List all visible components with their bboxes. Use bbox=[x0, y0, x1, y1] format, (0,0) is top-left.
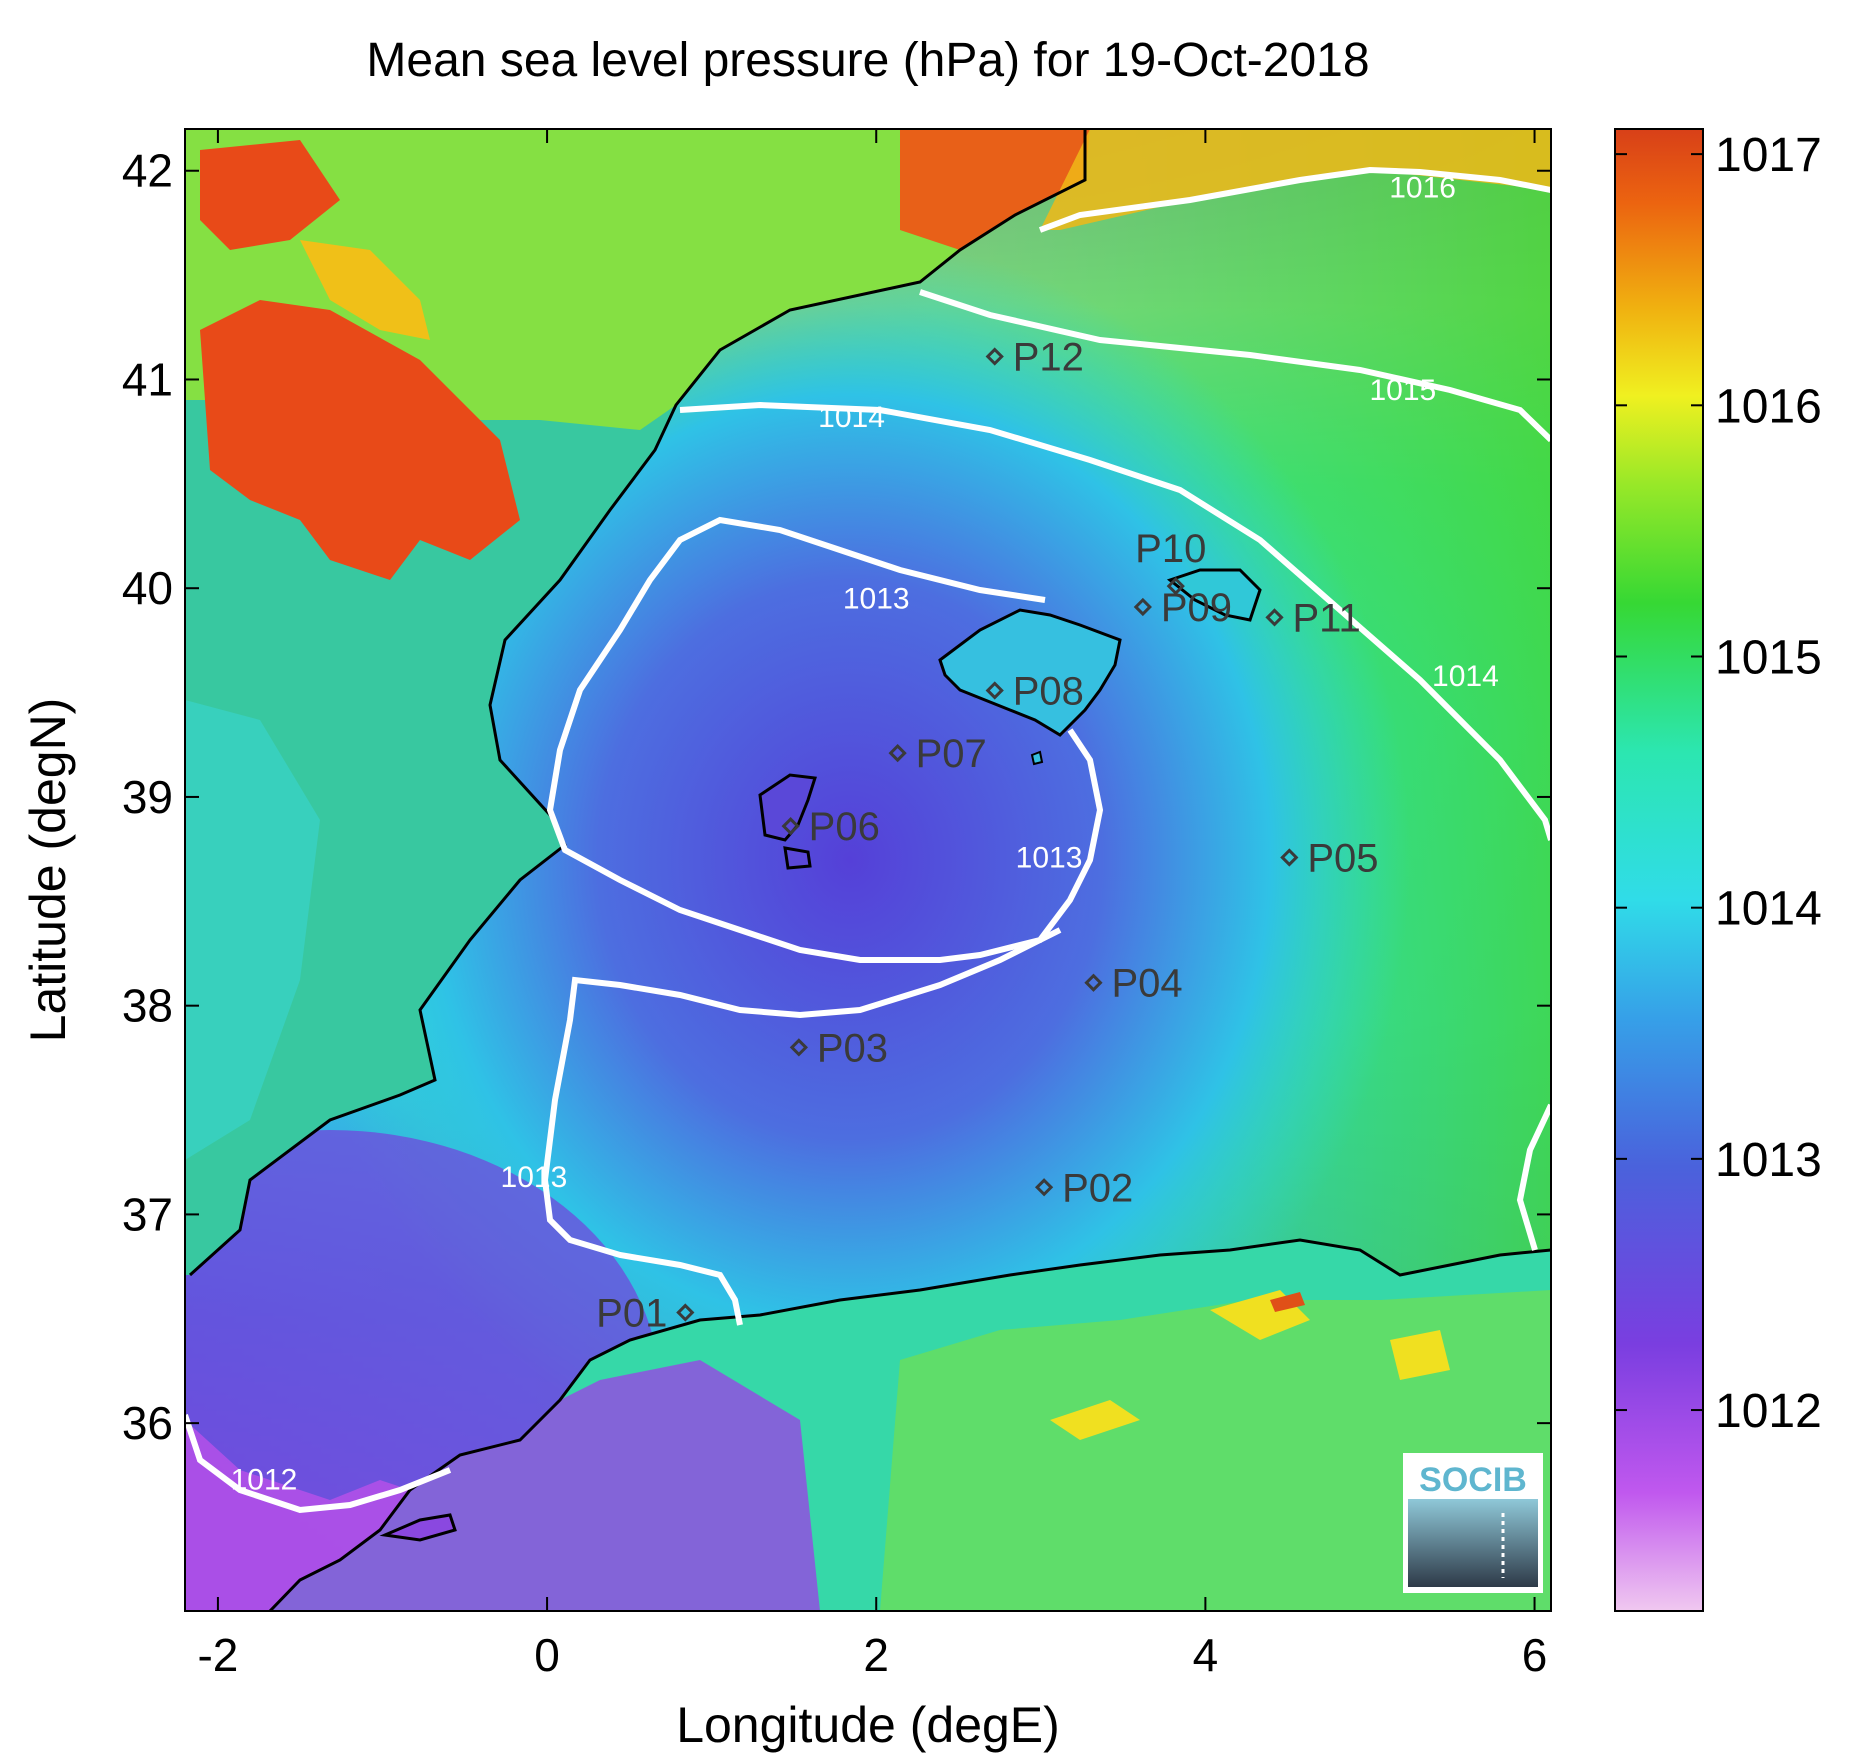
isobar-label: 1014 bbox=[818, 401, 885, 434]
station-marker-p04 bbox=[1084, 973, 1103, 992]
colorbar-tick-label: 1014 bbox=[1715, 883, 1822, 936]
isobar-label: 1015 bbox=[1370, 374, 1437, 407]
colorbar-tick-label: 1016 bbox=[1715, 380, 1822, 433]
station-label-p09: P09 bbox=[1161, 586, 1232, 630]
figure-title: Mean sea level pressure (hPa) for 19-Oct… bbox=[366, 34, 1369, 87]
isobar-1012 bbox=[185, 1414, 452, 1514]
isobar-label: 1013 bbox=[501, 1161, 568, 1194]
africa-coastline bbox=[268, 1238, 1551, 1611]
station-label-p11: P11 bbox=[1293, 596, 1361, 640]
station-label-p05: P05 bbox=[1307, 836, 1378, 880]
station-marker-p05 bbox=[1280, 848, 1299, 867]
y-tick-label: 39 bbox=[122, 771, 173, 823]
station-marker-p10 bbox=[1166, 577, 1185, 596]
isobar-1014 bbox=[679, 401, 1551, 841]
x-tick-label: -2 bbox=[197, 1629, 238, 1681]
isobar-1013-south bbox=[541, 927, 1062, 1326]
isobar-label: 1012 bbox=[231, 1463, 298, 1496]
y-axis-ticks: 36 37 38 39 40 41 42 bbox=[122, 145, 1551, 1449]
y-tick-label: 42 bbox=[122, 145, 173, 197]
africa-relief-red bbox=[1270, 1292, 1305, 1312]
station-label-p02: P02 bbox=[1062, 1166, 1133, 1210]
iberia-high-terrain-3 bbox=[300, 240, 430, 340]
mallorca-island bbox=[938, 608, 1122, 737]
formentera-island bbox=[783, 846, 812, 870]
y-tick-label: 37 bbox=[122, 1188, 173, 1240]
colorbar-gradient bbox=[1614, 128, 1704, 1612]
y-tick-label: 38 bbox=[122, 980, 173, 1032]
map-frame bbox=[184, 128, 1552, 1612]
isobar-label: 1013 bbox=[843, 583, 910, 616]
x-tick-label: 0 bbox=[534, 1629, 560, 1681]
station-markers: P01 P02 P03 P04 P05 P06 P07 P08 P09 P10 P11 P12 bbox=[596, 336, 1378, 1336]
iberia-coastline bbox=[188, 129, 1087, 1277]
contour-labels: 1016 1015 1014 1014 1013 1013 1013 1012 bbox=[231, 171, 1499, 1496]
station-label-p08: P08 bbox=[1013, 669, 1084, 713]
africa-west-low bbox=[270, 1360, 820, 1611]
x-tick-label: 4 bbox=[1193, 1629, 1219, 1681]
station-marker-p01 bbox=[676, 1303, 695, 1322]
isobar-1015 bbox=[919, 289, 1551, 443]
socib-logo-panel bbox=[1408, 1499, 1538, 1587]
station-marker-p07 bbox=[888, 743, 907, 763]
y-tick-label: 40 bbox=[122, 562, 173, 614]
iberia-northeast-high bbox=[900, 129, 1090, 250]
station-label-p07: P07 bbox=[916, 732, 987, 776]
colorbar-tick-label: 1017 bbox=[1715, 129, 1822, 182]
colorbar: 1012 1013 1014 1015 1016 1017 bbox=[1614, 128, 1822, 1612]
x-tick-label: 2 bbox=[863, 1629, 889, 1681]
station-marker-p09 bbox=[1133, 597, 1152, 617]
station-label-p03: P03 bbox=[817, 1026, 888, 1070]
southwest-sea-low bbox=[185, 1420, 410, 1611]
station-marker-p12 bbox=[985, 347, 1004, 366]
colorbar-tick-label: 1015 bbox=[1715, 631, 1822, 684]
iberia-high-terrain-1 bbox=[200, 140, 340, 250]
isobar-label: 1013 bbox=[1016, 841, 1083, 874]
y-axis-label: Latitude (degN) bbox=[20, 698, 76, 1043]
x-axis-label: Longitude (degE) bbox=[676, 1697, 1060, 1753]
colorbar-tick-label: 1013 bbox=[1715, 1134, 1822, 1187]
station-marker-p03 bbox=[789, 1038, 808, 1057]
y-tick-label: 36 bbox=[122, 1397, 173, 1449]
socib-logo: SOCIB bbox=[1403, 1453, 1543, 1593]
ibiza-island bbox=[758, 773, 817, 842]
africa-east-relief bbox=[880, 1290, 1551, 1611]
menorca-island bbox=[1166, 568, 1262, 622]
africa-relief-yellow bbox=[1050, 1290, 1450, 1440]
station-label-p04: P04 bbox=[1111, 962, 1182, 1006]
iberia-high-terrain-2 bbox=[200, 300, 520, 580]
station-marker-p08 bbox=[985, 681, 1004, 700]
isobar-label: 1014 bbox=[1432, 660, 1499, 693]
station-marker-p06 bbox=[781, 817, 800, 836]
isobar-1016 bbox=[1038, 166, 1551, 233]
station-marker-p02 bbox=[1034, 1178, 1054, 1197]
y-tick-label: 41 bbox=[122, 353, 173, 405]
isobar-label: 1016 bbox=[1389, 171, 1456, 204]
station-label-p06: P06 bbox=[809, 805, 880, 849]
station-label-p01: P01 bbox=[596, 1292, 667, 1336]
socib-logo-text: SOCIB bbox=[1419, 1461, 1527, 1499]
x-axis-ticks: -2 0 2 4 6 bbox=[197, 129, 1547, 1681]
alboran-island bbox=[379, 1513, 457, 1542]
colorbar-tick-label: 1012 bbox=[1715, 1385, 1822, 1438]
colorbar-ticks: 1012 1013 1014 1015 1016 1017 bbox=[1615, 129, 1822, 1438]
iberia-south-relief bbox=[185, 700, 320, 1160]
isobar-1013-loop bbox=[546, 516, 1104, 963]
isobar-1013-east bbox=[1516, 1103, 1551, 1251]
x-tick-label: 6 bbox=[1522, 1629, 1548, 1681]
cabrera-island bbox=[1030, 750, 1044, 766]
station-marker-p11 bbox=[1265, 608, 1284, 627]
iberia-north-relief bbox=[185, 129, 1090, 430]
station-label-p10: P10 bbox=[1135, 527, 1206, 571]
station-label-p12: P12 bbox=[1013, 336, 1084, 380]
